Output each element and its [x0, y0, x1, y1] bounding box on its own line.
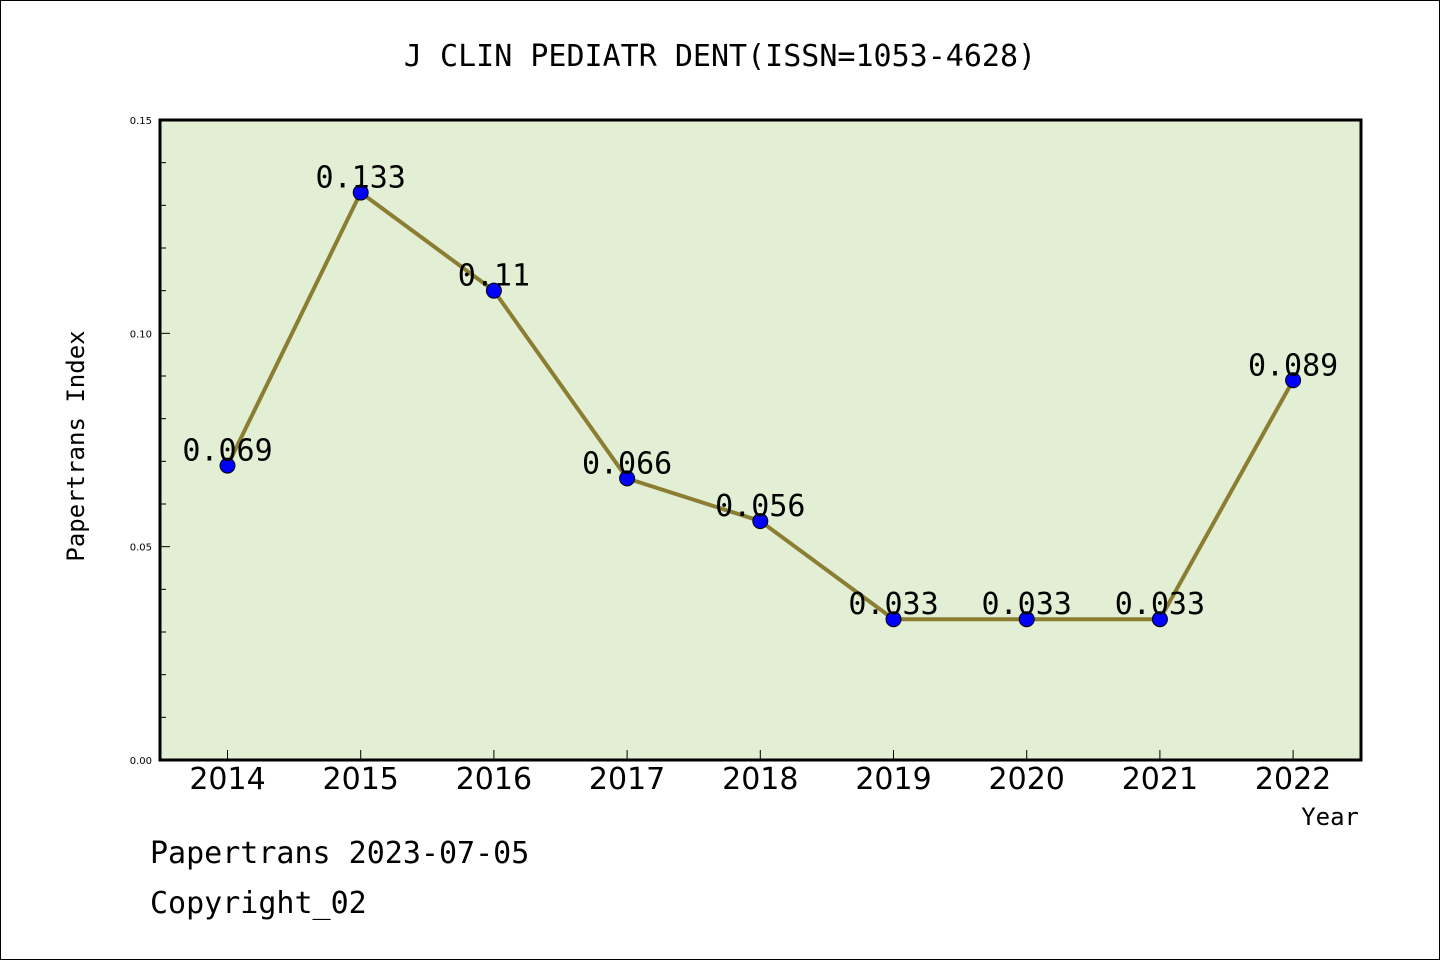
- data-point: [1018, 611, 1035, 628]
- x-tick-label: 2015: [323, 762, 399, 797]
- x-tick-label: 2019: [855, 762, 931, 797]
- data-point: [752, 513, 769, 530]
- data-point: [219, 457, 236, 474]
- footer-copyright: Copyright_02: [150, 886, 367, 921]
- data-label: 0.133: [316, 161, 406, 196]
- data-labels: 0.069 0.133 0.11 0.066 0.056 0.033 0.033 0.033 0…: [182, 161, 1338, 623]
- data-point: [485, 282, 502, 299]
- x-axis: 2014 2015 2016 2017 2018 2019 2020 2021 2022: [189, 750, 1331, 797]
- plot-area: [158, 118, 1363, 762]
- footer-date: Papertrans 2023-07-05: [150, 836, 530, 871]
- x-tick-label: 2018: [722, 762, 798, 797]
- y-tick-label: 0.00: [130, 756, 152, 767]
- data-point: [1151, 611, 1168, 628]
- y-axis-label: Papertrans Index: [62, 330, 90, 561]
- data-markers: [219, 184, 1302, 628]
- data-label: 0.089: [1248, 348, 1338, 383]
- x-tick-label: 2017: [589, 762, 665, 797]
- y-tick-label: 0.05: [130, 543, 152, 554]
- data-label: 0.033: [1115, 587, 1205, 622]
- chart-title: J CLIN PEDIATR DENT(ISSN=1053-4628): [404, 39, 1036, 74]
- x-tick-label: 2022: [1255, 762, 1331, 797]
- data-label: 0.069: [182, 434, 272, 469]
- data-label: 0.066: [582, 446, 672, 481]
- y-tick-label: 0.15: [130, 116, 152, 127]
- data-point: [352, 184, 369, 201]
- y-tick-label: 0.10: [130, 329, 152, 340]
- data-label: 0.033: [848, 587, 938, 622]
- x-tick-label: 2016: [456, 762, 532, 797]
- y-axis: 0.00 0.05 0.10 0.15: [130, 116, 170, 767]
- data-point: [885, 611, 902, 628]
- data-label: 0.11: [458, 259, 530, 294]
- x-axis-label: Year: [1301, 803, 1359, 831]
- data-point: [1285, 372, 1302, 389]
- data-label: 0.033: [982, 587, 1072, 622]
- x-tick-label: 2020: [989, 762, 1065, 797]
- x-tick-label: 2021: [1122, 762, 1198, 797]
- x-tick-label: 2014: [189, 762, 265, 797]
- data-point: [619, 470, 636, 487]
- data-label: 0.056: [715, 489, 805, 524]
